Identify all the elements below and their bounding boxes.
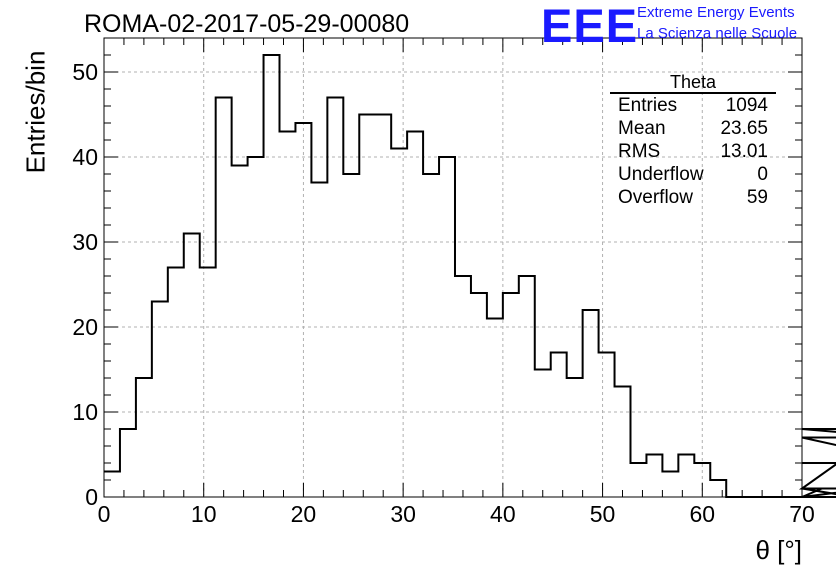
stats-value: 13.01 [720, 141, 768, 162]
stats-label: Overflow [618, 187, 693, 208]
histogram-bin [391, 149, 407, 498]
histogram-bin [264, 55, 280, 497]
run-title: ROMA-02-2017-05-29-00080 [84, 10, 410, 38]
histogram-bin [120, 429, 136, 497]
stats-row-mean: Mean 23.65 [610, 117, 776, 140]
stats-value: 59 [746, 187, 768, 208]
histogram-bin [311, 183, 327, 498]
histogram-bin [678, 455, 694, 498]
logo-subtitle-1: Extreme Energy Events [637, 4, 795, 21]
histogram-bin [407, 132, 423, 498]
stats-row-overflow: Overflow 59 [610, 186, 776, 209]
stats-value: 0 [757, 164, 768, 185]
stats-title: Theta [610, 72, 776, 94]
histogram-bin [487, 319, 503, 498]
histogram-bin [646, 455, 662, 498]
histogram-bin [694, 463, 710, 497]
histogram-bin [152, 302, 168, 498]
x-tick-label: 60 [689, 501, 715, 527]
histogram-bin [136, 378, 152, 497]
histogram-bin [615, 387, 631, 498]
histogram-bin [343, 174, 359, 497]
histogram-bin [551, 353, 567, 498]
histogram-line [104, 54, 836, 498]
x-axis-label: θ [°] [755, 535, 802, 565]
x-tick-label: 40 [490, 501, 516, 527]
histogram-bin [519, 276, 535, 497]
histogram-bin [599, 353, 615, 498]
histogram-bin [104, 472, 120, 498]
histogram-bin [455, 276, 471, 497]
x-tick-label: 30 [390, 501, 416, 527]
stats-label: RMS [618, 141, 661, 162]
histogram-bin [168, 268, 184, 498]
y-tick-label: 0 [85, 484, 98, 510]
histogram-bin [471, 293, 487, 497]
y-tick-label: 50 [72, 59, 98, 85]
histogram-bin [630, 463, 646, 497]
logo-subtitle-2: La Scienza nelle Scuole [637, 25, 798, 42]
histogram-bin [232, 166, 248, 498]
y-tick-label: 40 [72, 144, 98, 170]
x-tick-label: 20 [291, 501, 317, 527]
stats-label: Underflow [618, 164, 704, 185]
histogram-bin [359, 115, 375, 498]
stats-row-entries: Entries 1094 [610, 94, 776, 117]
stats-label: Mean [618, 118, 666, 139]
stats-value: 1094 [725, 95, 768, 116]
histogram-bin [535, 370, 551, 498]
plot-frame [103, 37, 803, 498]
stats-value: 23.65 [720, 118, 768, 139]
histogram-bin [710, 480, 726, 497]
histogram-bin [327, 98, 343, 498]
y-axis-label: Entries/bin [20, 50, 51, 174]
histogram-bin [503, 293, 519, 497]
histogram-bin [295, 123, 311, 497]
y-tick-label: 30 [72, 229, 98, 255]
histogram-bin [567, 378, 583, 497]
histogram-bin [216, 98, 232, 498]
histogram-bin [423, 174, 439, 497]
x-tick-label: 10 [191, 501, 217, 527]
histogram-bin [200, 268, 216, 498]
stats-row-rms: RMS 13.01 [610, 140, 776, 163]
x-tick-label: 0 [98, 501, 111, 527]
histogram-bin [662, 472, 678, 498]
eee-logo: EEE [541, 0, 639, 52]
x-tick-label: 50 [590, 501, 616, 527]
histogram-bin [583, 310, 599, 497]
histogram-bin [375, 115, 391, 498]
histogram-bin [439, 157, 455, 497]
stats-label: Entries [618, 95, 678, 116]
histogram-bin [279, 132, 295, 498]
stats-box: Theta Entries 1094 Mean 23.65 RMS 13.01 … [610, 72, 776, 209]
y-tick-label: 10 [72, 399, 98, 425]
x-tick-label: 70 [789, 501, 815, 527]
stats-row-underflow: Underflow 0 [610, 163, 776, 186]
histogram-bin [184, 234, 200, 498]
histogram-bin [248, 157, 264, 497]
y-tick-label: 20 [72, 314, 98, 340]
